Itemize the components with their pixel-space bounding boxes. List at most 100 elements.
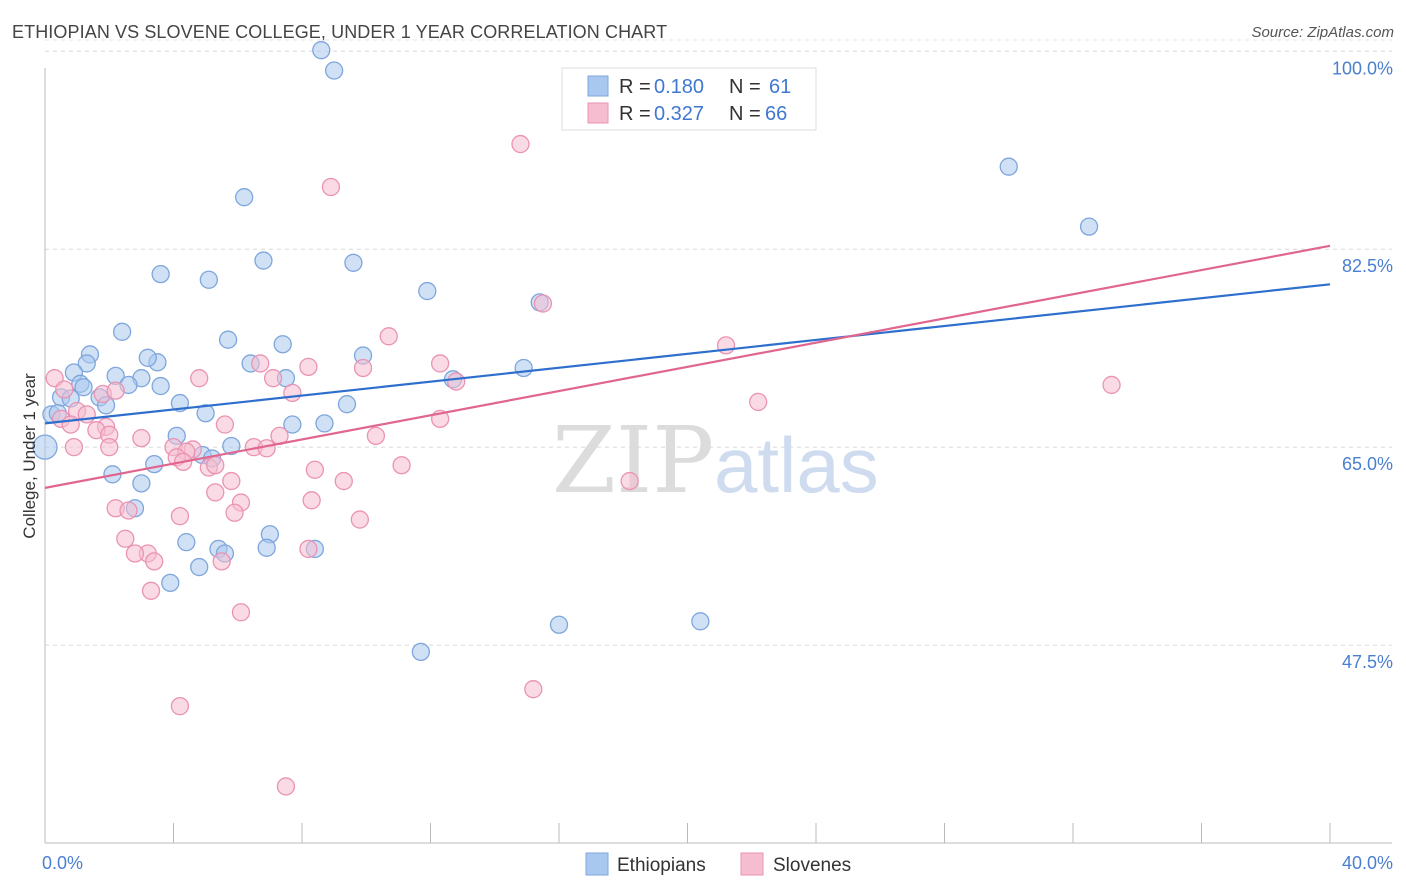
- legend-r-value-1: 0.180: [654, 76, 704, 98]
- point-ethiopians: [549, 615, 569, 634]
- point-slovenes: [64, 438, 84, 457]
- bottom-legend-swatch-slovenes: [740, 852, 764, 876]
- point-ethiopians: [273, 335, 292, 354]
- data-points: [32, 41, 1121, 796]
- point-slovenes: [1102, 375, 1121, 395]
- point-ethiopians: [199, 270, 218, 289]
- point-ethiopians: [312, 41, 331, 60]
- point-ethiopians: [151, 376, 170, 396]
- x-tick-label: 40.0%: [1342, 853, 1393, 873]
- point-ethiopians: [235, 188, 254, 207]
- point-slovenes: [379, 327, 398, 346]
- point-ethiopians: [218, 330, 238, 349]
- point-ethiopians: [254, 251, 273, 270]
- tick-labels: 47.5% 65.0% 82.5% 100.0% 0.0% 40.0%: [42, 58, 1393, 873]
- point-ethiopians: [257, 538, 276, 557]
- point-slovenes: [119, 501, 138, 520]
- point-slovenes: [447, 372, 466, 391]
- point-ethiopians: [177, 533, 196, 552]
- point-slovenes: [334, 471, 353, 491]
- point-slovenes: [215, 415, 235, 434]
- point-ethiopians: [74, 378, 93, 397]
- point-ethiopians: [161, 573, 180, 593]
- legend-swatch-ethiopians: [587, 75, 609, 97]
- point-ethiopians: [418, 281, 437, 301]
- point-ethiopians: [411, 642, 431, 662]
- point-slovenes: [251, 354, 270, 373]
- point-ethiopians: [999, 157, 1018, 176]
- legend-r-label-2: R =: [619, 103, 651, 125]
- point-ethiopians: [32, 434, 58, 460]
- point-ethiopians: [138, 348, 157, 367]
- point-slovenes: [620, 471, 639, 491]
- point-ethiopians: [190, 557, 209, 577]
- point-ethiopians: [151, 264, 170, 284]
- point-slovenes: [524, 680, 543, 699]
- legend-n-label-2: N =: [729, 103, 761, 125]
- point-slovenes: [170, 697, 190, 716]
- point-ethiopians: [222, 436, 241, 456]
- point-slovenes: [350, 510, 369, 529]
- y-tick-label: 100.0%: [1332, 58, 1393, 78]
- bottom-legend-ethiopians: Ethiopians: [617, 855, 706, 876]
- x-tick-label: 0.0%: [42, 853, 83, 873]
- point-slovenes: [299, 357, 318, 377]
- point-ethiopians: [1079, 217, 1099, 236]
- point-slovenes: [353, 358, 373, 378]
- point-slovenes: [749, 392, 768, 412]
- point-slovenes: [106, 381, 125, 400]
- trend-line-ethiopians: [44, 283, 1331, 425]
- point-slovenes: [263, 369, 283, 388]
- watermark-atlas: atlas: [714, 421, 879, 509]
- point-slovenes: [283, 383, 302, 403]
- point-slovenes: [222, 471, 241, 491]
- point-slovenes: [190, 369, 209, 388]
- point-slovenes: [61, 415, 80, 434]
- point-slovenes: [100, 438, 119, 457]
- point-slovenes: [170, 506, 190, 526]
- legend-swatch-slovenes: [587, 102, 609, 124]
- point-slovenes: [141, 581, 161, 600]
- watermark-zip: ZIP: [552, 407, 714, 514]
- legend-r-value-2: 0.327: [654, 103, 704, 125]
- point-slovenes: [231, 603, 251, 622]
- series-legend: Ethiopians Slovenes: [585, 852, 851, 876]
- point-slovenes: [132, 428, 151, 448]
- source-label: Source: ZipAtlas.com: [1251, 24, 1394, 41]
- point-slovenes: [125, 544, 145, 563]
- trend-line-slovenes: [44, 244, 1331, 489]
- point-slovenes: [511, 134, 530, 154]
- point-ethiopians: [77, 354, 96, 373]
- point-slovenes: [305, 460, 325, 479]
- point-slovenes: [430, 354, 450, 373]
- point-ethiopians: [145, 454, 164, 474]
- point-slovenes: [145, 552, 164, 571]
- point-ethiopians: [324, 61, 344, 80]
- point-slovenes: [299, 539, 318, 559]
- point-ethiopians: [112, 322, 132, 341]
- stats-legend: R = 0.180 N = 61 R = 0.327 N = 66: [561, 67, 817, 131]
- chart-title: ETHIOPIAN VS SLOVENE COLLEGE, UNDER 1 YE…: [12, 22, 668, 42]
- y-axis-label: College, Under 1 year: [20, 373, 39, 539]
- point-slovenes: [276, 777, 296, 796]
- point-slovenes: [225, 503, 244, 522]
- point-ethiopians: [132, 474, 151, 493]
- bottom-legend-slovenes: Slovenes: [773, 855, 851, 876]
- point-slovenes: [206, 483, 225, 502]
- point-ethiopians: [691, 612, 710, 631]
- point-slovenes: [206, 456, 225, 475]
- legend-n-value-1: 61: [769, 76, 791, 98]
- legend-n-value-2: 66: [765, 103, 787, 125]
- legend-r-label-1: R =: [619, 76, 651, 98]
- point-ethiopians: [196, 404, 215, 423]
- point-ethiopians: [283, 415, 302, 434]
- legend-n-label-1: N =: [729, 76, 761, 98]
- point-slovenes: [55, 380, 74, 399]
- point-slovenes: [366, 426, 386, 445]
- watermark: ZIP atlas: [552, 407, 879, 514]
- y-tick-label: 65.0%: [1342, 454, 1393, 474]
- point-slovenes: [392, 456, 411, 475]
- bottom-legend-swatch-ethiopians: [585, 852, 609, 876]
- trend-lines: [44, 244, 1331, 489]
